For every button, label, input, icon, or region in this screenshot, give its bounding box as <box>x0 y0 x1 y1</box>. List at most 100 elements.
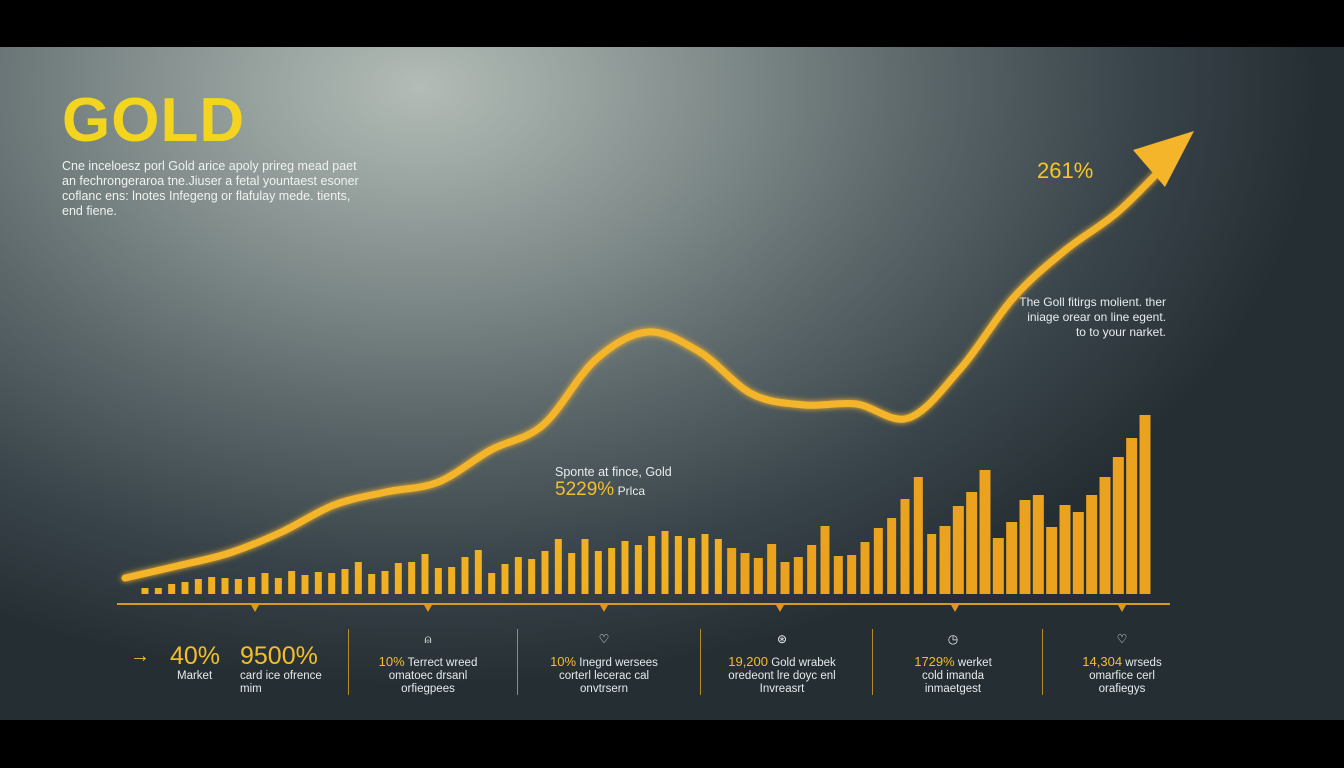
divider <box>700 629 701 695</box>
footer-stat-text: Invreasrt <box>759 683 805 695</box>
mid-value: 5229% <box>555 479 615 500</box>
bar <box>1046 527 1058 594</box>
bar <box>168 584 176 594</box>
side-note: The Goll fitirgs molient. ther iniage or… <box>1019 295 1166 339</box>
bar <box>328 573 336 594</box>
mid-label: Sponte at fince, Gold <box>555 465 672 479</box>
bar <box>634 545 642 594</box>
footer-stat-value: 19,200 <box>728 654 768 669</box>
divider <box>1042 629 1043 695</box>
mid-suffix: Prlca <box>617 484 645 498</box>
bar <box>194 579 202 594</box>
bar <box>1006 522 1018 594</box>
bar <box>979 470 991 594</box>
bar <box>1032 495 1044 594</box>
arrow-right-icon: → <box>130 645 150 667</box>
axis-tick-marker <box>424 605 432 612</box>
bar <box>474 550 482 594</box>
footer-stat-value: 1729% <box>914 654 955 669</box>
growth-percent-label: 261% <box>1037 158 1094 183</box>
bar <box>860 542 870 594</box>
bar <box>1139 415 1151 594</box>
axis-tick-marker <box>1118 605 1126 612</box>
footer-stat-text: corterl lecerac cal <box>558 670 650 682</box>
footer-stat-text: orfiegpees <box>401 683 455 695</box>
bar <box>394 563 402 594</box>
bar <box>514 557 522 594</box>
bar <box>701 534 709 594</box>
bar <box>288 571 296 594</box>
bar <box>621 541 629 594</box>
bar <box>833 556 843 594</box>
bar <box>648 536 656 594</box>
bar <box>952 506 964 594</box>
globe-icon: ⊛ <box>776 632 788 646</box>
clock-icon: ◷ <box>947 632 959 646</box>
heart-icon: ♡ <box>1116 632 1128 646</box>
footer-stat-text: Terrect wreed <box>407 657 478 669</box>
bar <box>674 536 682 594</box>
bar <box>594 551 602 594</box>
bar <box>141 588 149 594</box>
bar <box>568 553 576 594</box>
footer-stat-text: oredeont lre doyc enl <box>728 670 836 682</box>
bar <box>208 577 216 594</box>
bar <box>501 564 509 594</box>
bar <box>1112 457 1124 594</box>
bar <box>221 578 229 594</box>
heart-icon: ♡ <box>598 632 610 646</box>
bar <box>608 548 616 594</box>
bar <box>873 528 883 594</box>
footer-stat-text: cold imanda <box>921 670 984 682</box>
bar <box>434 568 442 594</box>
trend-arrow-head-icon <box>1133 131 1194 187</box>
axis-tick-marker <box>951 605 959 612</box>
footer-stat-item: 10% Terrect wreed omatoec drsanl orfiegpee… <box>348 655 508 696</box>
footer-stat-text: orafiegys <box>1098 683 1146 695</box>
footer-stat-item: 1729% werket cold imanda inmaetgest <box>873 655 1033 696</box>
footer-stat-text: werket <box>957 657 992 669</box>
bar <box>528 559 536 594</box>
footer-stat-text: omatoec drsanl <box>388 670 468 682</box>
bar <box>314 572 322 594</box>
mid-annotation: Sponte at fince, Gold 5229% Prlca <box>555 465 672 501</box>
bar <box>793 557 803 594</box>
bar <box>408 562 416 594</box>
bar <box>927 534 937 594</box>
bar <box>274 578 282 594</box>
bar <box>488 573 496 594</box>
bar <box>714 539 722 594</box>
bar <box>301 575 309 594</box>
bar <box>448 567 456 594</box>
bar <box>461 557 469 594</box>
footer-stat-value: 10% <box>550 654 577 669</box>
bar <box>421 554 429 594</box>
divider <box>872 629 873 695</box>
footer-stat-item: 19,200 Gold wrabek oredeont lre doyc enl I… <box>702 655 862 696</box>
footer-stat-text: inmaetgest <box>924 683 982 695</box>
bar <box>248 577 256 594</box>
bar <box>368 574 376 594</box>
infographic-panel: GOLD Cne inceloesz porl Gold arice apoly… <box>0 47 1344 720</box>
bar <box>661 531 669 594</box>
page-title: GOLD <box>62 86 246 155</box>
divider <box>517 629 518 695</box>
footer-stat-item: 14,304 wrseds omarfice cerl orafiegys <box>1042 655 1202 696</box>
footer-stat-text: Inegrd wersees <box>579 657 658 669</box>
bell-icon: ⍝ <box>424 632 432 646</box>
stat-market-label: Market <box>177 670 213 682</box>
footer-stat-value: 14,304 <box>1082 654 1123 669</box>
bar <box>154 588 162 594</box>
footer-stat-text: wrseds <box>1125 657 1162 669</box>
axis-tick-marker <box>251 605 259 612</box>
footer-stat-text: omarfice cerl <box>1089 670 1155 682</box>
footer-stat-value: 10% <box>378 654 405 669</box>
footer-stat-text: onvtrsern <box>580 683 628 695</box>
bar <box>913 477 923 594</box>
bar <box>541 551 549 594</box>
bar <box>767 544 777 594</box>
bar <box>1126 438 1138 594</box>
bar <box>1086 495 1098 594</box>
bar <box>887 518 897 594</box>
stat-second-value: 9500% <box>240 642 318 670</box>
